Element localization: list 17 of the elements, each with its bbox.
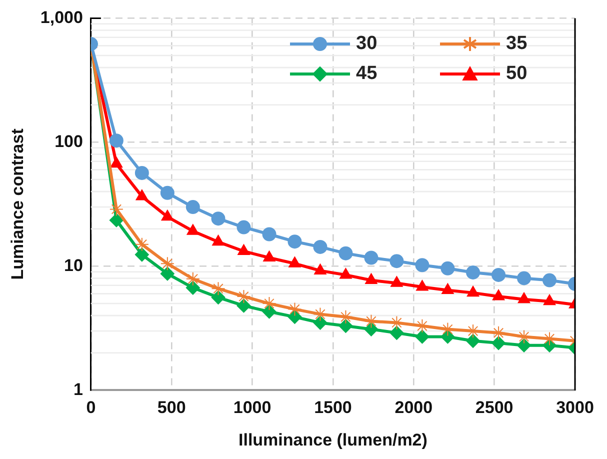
y-tick-label: 10 — [64, 256, 83, 275]
y-tick-label: 100 — [54, 132, 83, 151]
x-tick-label: 1000 — [233, 398, 272, 418]
y-tick-label: 1 — [73, 380, 83, 399]
legend-label: 50 — [506, 63, 528, 86]
x-tick-label: 500 — [157, 398, 186, 418]
y-tick-label: 1,000 — [40, 8, 83, 27]
legend-label: 30 — [356, 33, 378, 56]
x-tick-label: 3000 — [556, 398, 594, 418]
x-tick-label: 1500 — [314, 398, 352, 418]
x-axis-title: Illuminance (lumen/m2) — [238, 430, 428, 450]
x-tick-label: 2500 — [475, 398, 514, 418]
legend-label: 45 — [356, 63, 378, 86]
x-tick-label: 0 — [86, 398, 96, 418]
legend-label: 35 — [506, 33, 528, 56]
x-tick-label: 2000 — [394, 398, 433, 418]
y-axis-title: Lumiance contrast — [8, 128, 27, 280]
